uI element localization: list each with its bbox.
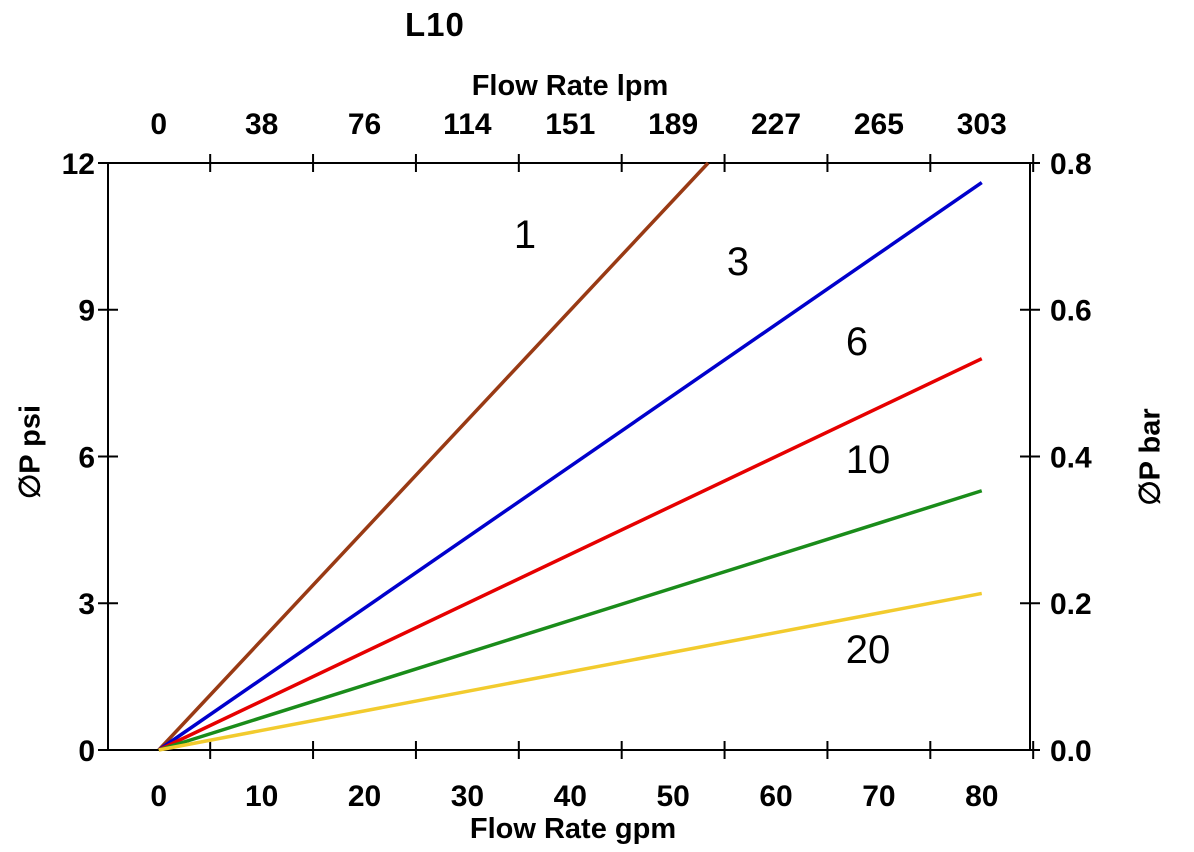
chart-title: L10 bbox=[405, 6, 465, 43]
series-label-3: 3 bbox=[727, 240, 749, 284]
series-label-10: 10 bbox=[846, 438, 891, 482]
x-tick-label-gpm: 20 bbox=[348, 780, 381, 813]
right-axis-title: ∅P bar bbox=[1134, 408, 1167, 506]
series-line-10 bbox=[158, 489, 983, 752]
y-tick-label-bar: 0.6 bbox=[1050, 295, 1092, 328]
x-tick-label-lpm: 227 bbox=[751, 108, 801, 141]
series-line-1 bbox=[157, 161, 710, 752]
series-line-20 bbox=[158, 591, 983, 752]
x-tick-label-gpm: 30 bbox=[451, 780, 484, 813]
y-tick-label-psi: 6 bbox=[78, 441, 95, 474]
y-tick-label-bar: 0.0 bbox=[1050, 735, 1092, 768]
x-tick-label-lpm: 38 bbox=[245, 108, 278, 141]
top-axis-title: Flow Rate lpm bbox=[471, 70, 669, 102]
x-tick-label-gpm: 80 bbox=[965, 780, 998, 813]
x-tick-label-gpm: 60 bbox=[759, 780, 792, 813]
y-tick-label-psi: 9 bbox=[78, 295, 95, 328]
y-tick-label-bar: 0.4 bbox=[1050, 441, 1092, 474]
x-tick-label-gpm: 40 bbox=[554, 780, 587, 813]
y-tick-label-bar: 0.2 bbox=[1050, 588, 1092, 621]
x-tick-label-lpm: 76 bbox=[348, 108, 381, 141]
left-axis-title: ∅P psi bbox=[14, 404, 47, 500]
x-tick-label-gpm: 70 bbox=[862, 780, 895, 813]
x-tick-label-lpm: 303 bbox=[957, 108, 1007, 141]
x-tick-label-lpm: 265 bbox=[854, 108, 904, 141]
x-tick-label-gpm: 10 bbox=[245, 780, 278, 813]
y-tick-label-psi: 0 bbox=[78, 735, 95, 768]
bottom-axis-title: Flow Rate gpm bbox=[469, 813, 677, 845]
series-line-3 bbox=[157, 181, 983, 752]
x-tick-label-gpm: 0 bbox=[150, 780, 167, 813]
y-tick-label-bar: 0.8 bbox=[1050, 148, 1092, 181]
series-label-6: 6 bbox=[846, 320, 868, 364]
series-label-20: 20 bbox=[846, 628, 891, 672]
x-tick-label-lpm: 151 bbox=[545, 108, 595, 141]
x-tick-label-lpm: 0 bbox=[150, 108, 167, 141]
series-label-1: 1 bbox=[514, 213, 536, 257]
series-line-6 bbox=[157, 357, 983, 752]
y-tick-label-psi: 3 bbox=[78, 588, 95, 621]
x-tick-label-gpm: 50 bbox=[656, 780, 689, 813]
y-tick-label-psi: 12 bbox=[62, 148, 95, 181]
x-tick-label-lpm: 189 bbox=[648, 108, 698, 141]
x-tick-label-lpm: 114 bbox=[443, 108, 492, 141]
